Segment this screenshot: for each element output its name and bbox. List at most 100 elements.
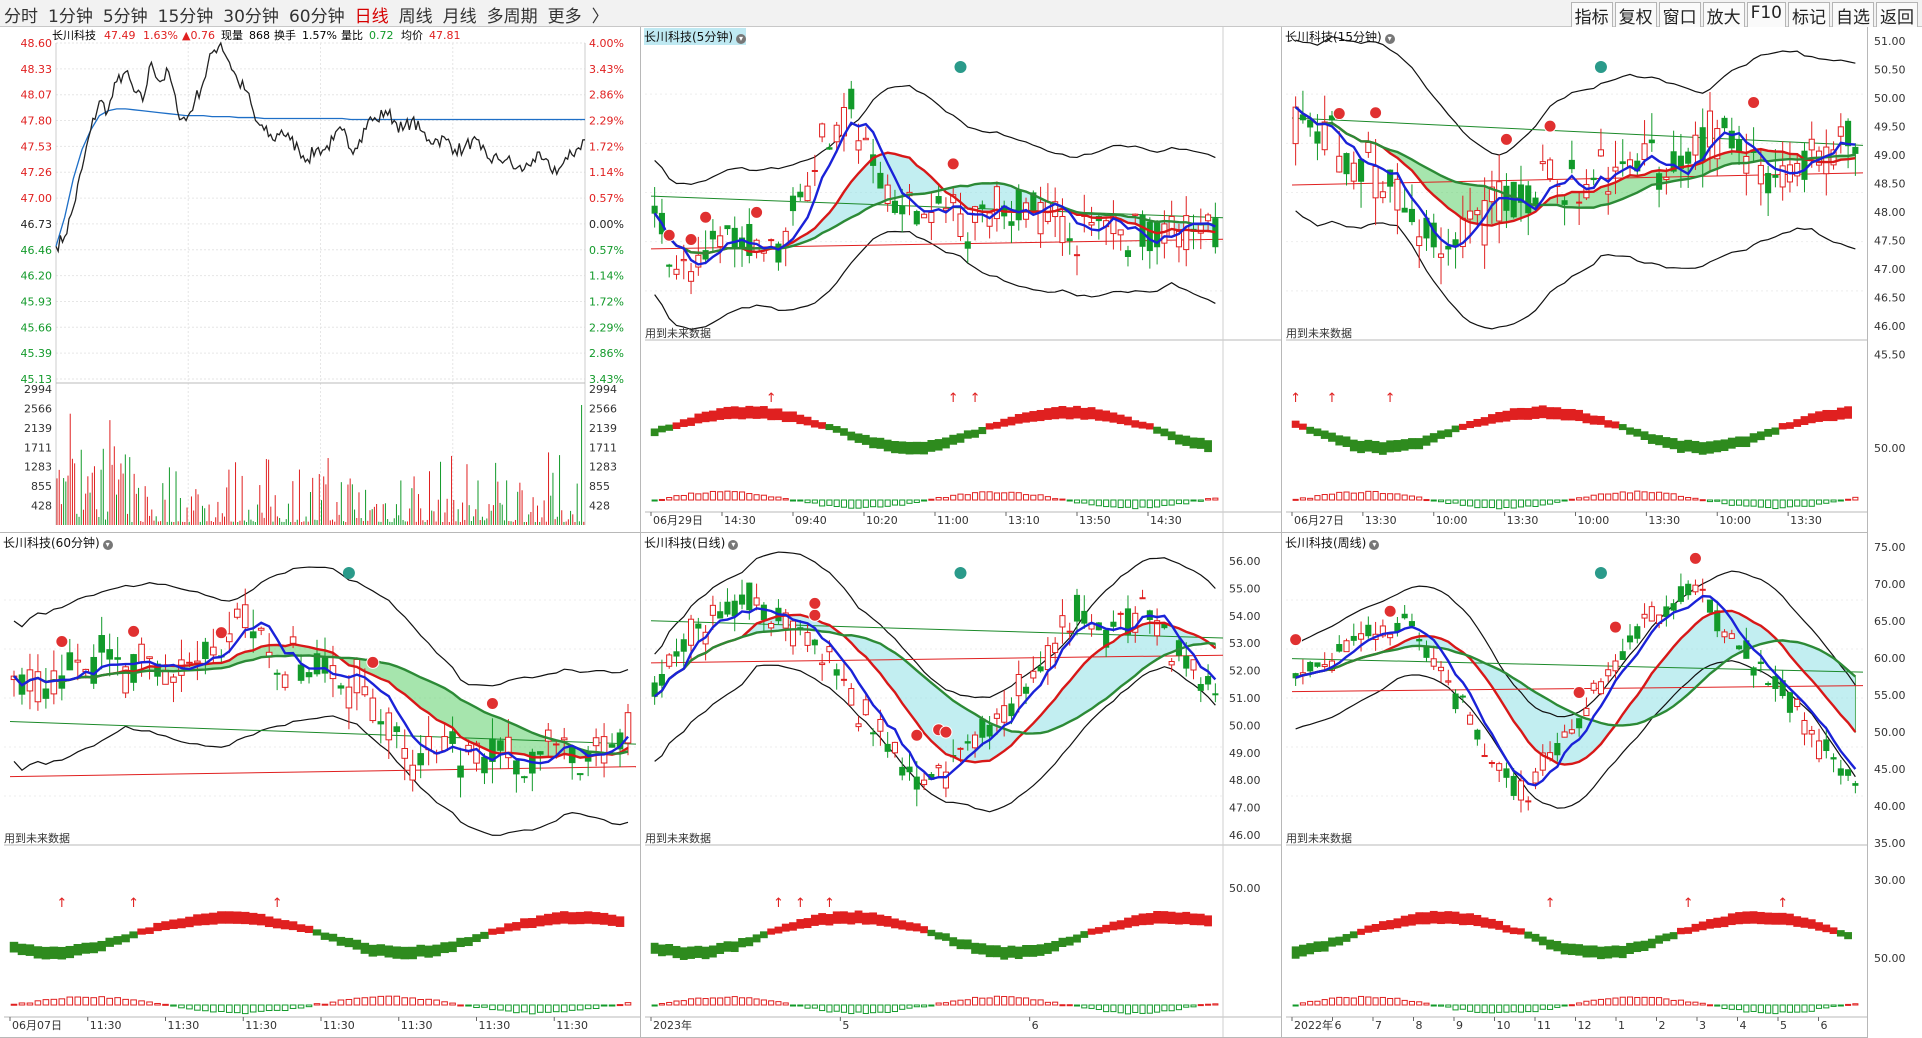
x-axis-label: 13:30 (1507, 514, 1539, 527)
candle (738, 594, 746, 605)
candle (746, 223, 753, 256)
candle (1379, 191, 1386, 199)
histogram-bar (811, 1004, 818, 1009)
tool-button[interactable]: 窗口 (1658, 2, 1701, 29)
bollinger-upper (654, 551, 1216, 699)
candle (899, 205, 906, 215)
histogram-bar (1146, 1004, 1153, 1014)
period-tab[interactable]: 多周期 (486, 7, 538, 27)
histogram-bar (473, 1004, 480, 1009)
candle (98, 635, 105, 653)
panel-title[interactable]: 长川科技(日线) ▾ (644, 534, 739, 551)
intraday-panel[interactable]: 长川科技 47.49 1.63% ▲0.76 现量 868 换手 1.57% 量比 0.72 均价 4… (0, 27, 641, 533)
histogram-bar (1321, 494, 1328, 501)
histogram-bar (1750, 1004, 1757, 1012)
histogram-bar (848, 1004, 855, 1015)
candle (417, 753, 424, 766)
histogram-bar (425, 998, 432, 1006)
candle (731, 227, 738, 248)
tool-button[interactable]: 自选 (1832, 2, 1874, 29)
tool-button[interactable]: F10 (1746, 2, 1786, 29)
candle (1314, 662, 1321, 667)
candle (1212, 693, 1219, 696)
histogram-bar (1532, 499, 1539, 507)
histogram-bar (1081, 499, 1088, 504)
tool-button[interactable]: 指标 (1570, 2, 1613, 29)
candle (1190, 659, 1197, 671)
candle (1699, 588, 1706, 591)
buy-signal-icon (808, 596, 822, 610)
period-tab[interactable]: 日线 (354, 7, 389, 27)
price-tick: 48.33 (21, 63, 53, 76)
histogram-bar (1539, 499, 1546, 506)
tool-button[interactable]: 复权 (1614, 2, 1657, 29)
panel-title[interactable]: 长川科技(周线) ▾ (1285, 534, 1380, 551)
histogram-bar (913, 499, 920, 503)
candle (1183, 215, 1190, 251)
sell-signal-icon (342, 567, 355, 579)
period-tab[interactable]: 30分钟 (223, 7, 279, 27)
candle (848, 688, 855, 706)
tool-button[interactable]: 放大 (1702, 2, 1745, 29)
histogram-bar (1597, 493, 1604, 501)
x-axis-label: 11:30 (323, 1019, 355, 1032)
ma-blue (1295, 594, 1857, 787)
histogram-bar (891, 1004, 898, 1013)
histogram-bar (1656, 997, 1663, 1006)
more-arrow-icon[interactable]: 〉 (591, 7, 609, 27)
histogram-bar (257, 1004, 265, 1012)
histogram-bar (18, 1002, 26, 1006)
price-tick: 47.53 (21, 140, 53, 153)
volume-tick: 1711 (589, 441, 617, 454)
price-tick: 47.00 (1874, 263, 1906, 276)
tool-button[interactable]: 返回 (1876, 2, 1918, 29)
candle (226, 633, 233, 643)
histogram-bar (680, 1000, 687, 1006)
histogram-bar (1336, 996, 1343, 1006)
candle (1103, 629, 1110, 648)
pct-tick: 2.29% (589, 115, 624, 128)
candle (1685, 583, 1692, 596)
histogram-bar (58, 998, 66, 1006)
chart-panel-15min[interactable]: 长川科技(15分钟) ▾ 用到未来数据 ↑ ↑ ↑ 06月27日 13:30 10:00 13:… (1282, 27, 1868, 533)
candle (401, 748, 409, 759)
histogram-bar (775, 1001, 782, 1006)
period-tab[interactable]: 5分钟 (102, 7, 148, 27)
panel-title[interactable]: 长川科技(60分钟) ▾ (3, 534, 113, 551)
period-tab[interactable]: 分时 (4, 7, 38, 27)
histogram-bar (1066, 1004, 1073, 1007)
histogram-bar (1081, 1004, 1088, 1009)
x-axis-label: 7 (1375, 1019, 1382, 1032)
period-tab[interactable]: 1分钟 (48, 7, 93, 27)
candle (106, 649, 113, 660)
histogram-bar (1168, 1004, 1175, 1012)
histogram-bar (1815, 1004, 1823, 1009)
period-tab[interactable]: 周线 (398, 7, 433, 27)
x-axis-label: 5 (1780, 1019, 1787, 1032)
candle (1416, 638, 1423, 642)
chart-panel-60min[interactable]: 长川科技(60分钟) ▾ 用到未来数据 ↑ ↑ ↑ 06月07日 11:30 11:30 11:… (0, 533, 641, 1038)
histogram-bar (1154, 499, 1161, 508)
tool-button[interactable]: 标记 (1788, 2, 1830, 29)
candle (1685, 151, 1692, 164)
period-tab[interactable]: 15分钟 (157, 7, 214, 27)
histogram-bar (616, 1004, 624, 1007)
chart-panel-weekly[interactable]: 长川科技(周线) ▾ 用到未来数据 ↑ ↑ ↑ 2022年 6 7 8 9 10 11 12 1 2 3 4 5 6 (1282, 533, 1868, 1038)
candle (1525, 800, 1532, 803)
candle (1772, 676, 1779, 689)
histogram-bar (1648, 492, 1655, 501)
histogram-bar (833, 499, 840, 508)
histogram-bar (666, 1001, 673, 1006)
chart-panel-5min[interactable]: 长川科技(5分钟) ▾ 用到未来数据 ↑ ↑ ↑ 06月29日 14:30 09:40 10:2… (641, 27, 1282, 533)
period-tab[interactable]: 60分钟 (288, 7, 345, 27)
period-tab[interactable]: 月线 (442, 7, 477, 27)
candle (797, 191, 804, 198)
chart-panel-daily[interactable]: 长川科技(日线) ▾ 用到未来数据 ↑ ↑ ↑ 50.00 56.00 55.00 54.00 5… (641, 533, 1282, 1038)
x-axis-label: 13:30 (1648, 514, 1680, 527)
buy-signal-icon (485, 697, 499, 711)
candle (1845, 120, 1852, 147)
histogram-bar (768, 1000, 775, 1006)
panel-title[interactable]: 长川科技(5分钟) ▾ (644, 28, 746, 45)
period-tab[interactable]: 更多 (547, 7, 582, 27)
price-tick: 47.26 (21, 166, 53, 179)
